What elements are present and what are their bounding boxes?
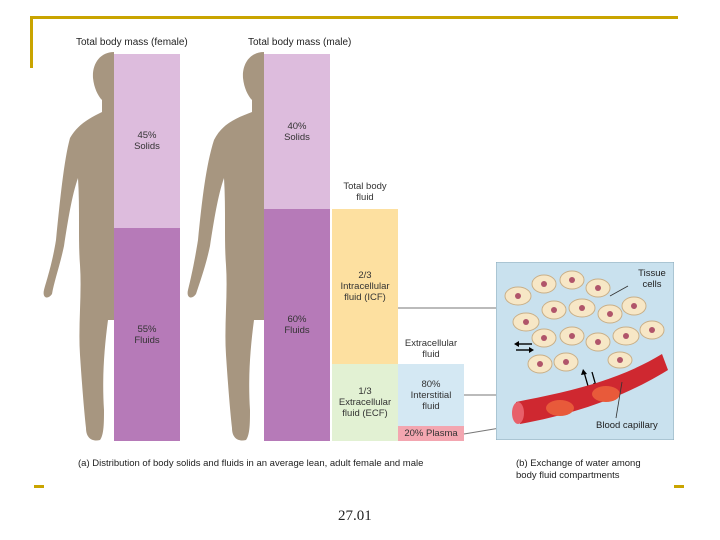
frame-top-rule [30, 16, 678, 19]
male-header: Total body mass (male) [248, 37, 352, 48]
ecf-segment: 1/3 Extracellular fluid (ECF) [332, 364, 398, 441]
fluid-exchange-panel [496, 262, 674, 440]
slide-number: 27.01 [338, 508, 372, 524]
caption-a: (a) Distribution of body solids and flui… [78, 458, 424, 469]
male-silhouette [187, 52, 264, 441]
total-body-fluid-label: Total body fluid [343, 181, 387, 203]
female-silhouette [43, 52, 115, 441]
frame-left-rule [30, 16, 33, 68]
extracellular-fluid-label: Extracellular fluid [404, 338, 458, 360]
icf-segment: 2/3 Intracellular fluid (ICF) [332, 209, 398, 364]
blood-capillary [512, 354, 668, 424]
male-solids-segment: 40% Solids [264, 54, 330, 209]
frame-tick-left [34, 485, 44, 488]
frame-tick-right [674, 485, 684, 488]
tissue-cells-label: Tissue cells [638, 268, 666, 290]
plasma-segment: 20% Plasma [398, 426, 464, 441]
female-header: Total body mass (female) [76, 37, 188, 48]
tissue-cells [504, 270, 665, 374]
female-solids-segment: 45% Solids [114, 54, 180, 228]
leader-lines [398, 307, 501, 435]
blood-capillary-label: Blood capillary [596, 420, 658, 431]
tissue-pointer-line [609, 285, 629, 297]
capillary-pointer-line [615, 381, 623, 419]
caption-b: (b) Exchange of water among body fluid c… [516, 458, 641, 481]
exchange-arrows [514, 341, 599, 389]
plasma-leader-line [463, 427, 501, 435]
male-fluids-segment: 60% Fluids [264, 209, 330, 441]
interstitial-segment: 80% Interstitial fluid [398, 364, 464, 426]
female-fluids-segment: 55% Fluids [114, 228, 180, 441]
